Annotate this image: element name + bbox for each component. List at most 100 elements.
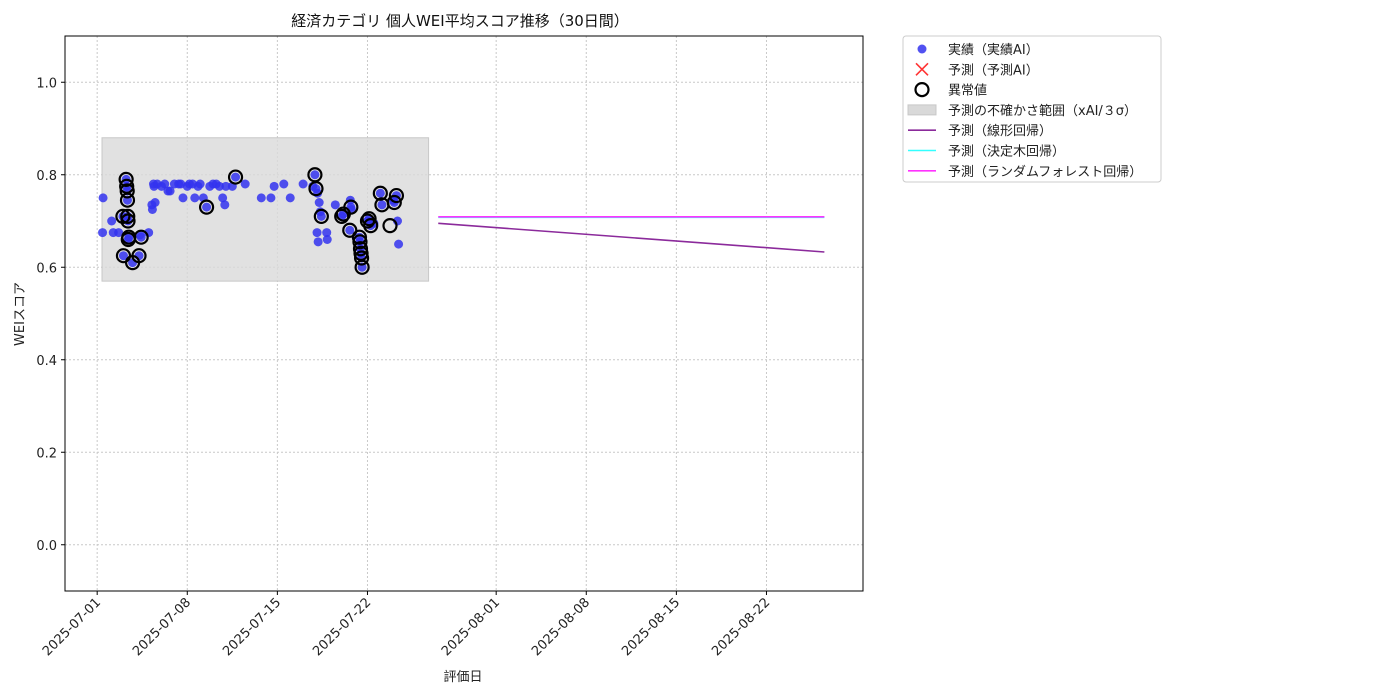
legend-label: 予測（予測AI） xyxy=(948,63,1039,78)
x-tick-label: 2025-08-22 xyxy=(709,595,773,659)
outlier-ring xyxy=(386,194,402,211)
outlier-ring xyxy=(361,211,377,227)
outlier-ring xyxy=(382,218,398,234)
outlier-ring xyxy=(363,218,379,234)
legend-marker-band xyxy=(907,104,937,116)
legend-marker-outlier xyxy=(914,81,930,98)
x-tick-label: 2025-07-08 xyxy=(130,595,194,659)
legend-marker-actual xyxy=(917,44,927,54)
actual-point xyxy=(375,188,385,198)
outlier-ring xyxy=(388,187,405,204)
y-tick-label: 1.0 xyxy=(36,76,57,91)
actual-point xyxy=(377,200,387,210)
x-axis-title: 評価日 xyxy=(443,670,482,685)
outlier-ring xyxy=(118,171,134,187)
outlier-ring xyxy=(227,169,244,185)
x-tick-label: 2025-08-01 xyxy=(439,595,503,659)
grid xyxy=(65,36,863,591)
outlier-ring xyxy=(353,250,370,266)
x-axis-ticks: 2025-07-01 2025-07-08 2025-07-15 2025-07-22… xyxy=(40,591,773,659)
x-tick-label: 2025-07-15 xyxy=(220,595,284,659)
actual-point xyxy=(118,251,128,261)
y-axis-title: WEIスコア xyxy=(13,282,28,346)
x-tick-label: 2025-08-08 xyxy=(529,595,593,659)
actual-point xyxy=(218,193,228,203)
legend-label: 異常値 xyxy=(948,83,987,99)
actual-point xyxy=(310,170,320,180)
actual-point xyxy=(314,198,324,207)
actual-point xyxy=(394,239,404,249)
outlier-ring xyxy=(313,208,329,224)
actual-point xyxy=(195,179,205,189)
actual-point xyxy=(98,193,108,203)
actual-point xyxy=(330,200,340,210)
actual-point xyxy=(221,181,231,191)
actual-point xyxy=(279,179,289,189)
outlier-ring xyxy=(120,208,136,224)
legend-label: 予測（線形回帰） xyxy=(948,123,1052,139)
outlier-ring xyxy=(198,199,215,215)
actual-point xyxy=(147,204,157,214)
y-tick-label: 0.4 xyxy=(36,354,57,369)
legend-label: 予測の不確かさ範囲（xAI/３σ） xyxy=(948,103,1137,119)
actual-point xyxy=(202,202,212,212)
legend-frame xyxy=(902,35,1162,183)
legend-marker-predicted xyxy=(915,62,929,76)
actual-point xyxy=(114,228,124,238)
actual-point xyxy=(124,232,134,242)
prediction-lines-layer xyxy=(438,216,825,253)
outlier-ring xyxy=(308,181,324,197)
outlier-ring xyxy=(342,222,358,238)
actual-point xyxy=(316,211,326,221)
actual-point xyxy=(136,232,146,242)
y-tick-label: 0.8 xyxy=(36,169,57,184)
x-tick-label: 2025-07-01 xyxy=(40,595,104,659)
outlier-rings-layer xyxy=(115,167,405,275)
outlier-ring xyxy=(352,234,368,250)
outlier-ring xyxy=(133,229,149,245)
actual-point xyxy=(269,181,279,191)
actual-point xyxy=(312,228,322,238)
actual-point xyxy=(107,216,117,226)
outlier-ring xyxy=(131,248,147,264)
y-tick-label: 0.0 xyxy=(36,539,57,554)
legend-label: 予測（ランダムフォレスト回帰） xyxy=(948,164,1142,180)
plot-area-frame xyxy=(64,35,864,592)
outlier-ring xyxy=(334,208,350,224)
actual-point xyxy=(240,179,250,189)
actual-point xyxy=(285,193,295,203)
outlier-ring xyxy=(354,259,370,275)
actual-point xyxy=(231,172,241,182)
outlier-ring xyxy=(372,185,388,201)
chart-title: 経済カテゴリ 個人WEI平均スコア推移（30日間） xyxy=(291,12,629,30)
actual-point xyxy=(165,186,175,196)
actual-point xyxy=(98,228,108,238)
y-tick-label: 0.6 xyxy=(36,261,57,276)
outlier-ring xyxy=(343,199,359,215)
actual-point xyxy=(190,193,200,203)
actual-point xyxy=(178,193,188,203)
actual-point xyxy=(256,193,266,203)
actual-point xyxy=(345,225,355,235)
actual-point xyxy=(322,228,332,238)
actual-point xyxy=(214,181,224,191)
y-axis-ticks: 0.0 0.2 0.4 0.6 0.8 1.0 xyxy=(36,76,65,554)
y-tick-label: 0.2 xyxy=(36,446,57,461)
x-tick-label: 2025-07-22 xyxy=(310,595,374,659)
actual-point xyxy=(150,198,160,207)
legend-label: 予測（決定木回帰） xyxy=(948,144,1065,160)
actual-point xyxy=(220,200,230,210)
actual-point xyxy=(313,237,323,247)
outlier-ring xyxy=(119,183,135,199)
legend-label: 実績（実績AI） xyxy=(948,42,1039,58)
actual-point xyxy=(298,179,308,189)
x-tick-label: 2025-08-15 xyxy=(619,595,683,659)
actual-point xyxy=(160,179,170,189)
outlier-ring xyxy=(120,213,136,229)
prediction-line xyxy=(438,222,825,253)
outlier-ring xyxy=(119,192,136,208)
actual-point xyxy=(266,193,276,203)
actual-point xyxy=(322,235,332,244)
